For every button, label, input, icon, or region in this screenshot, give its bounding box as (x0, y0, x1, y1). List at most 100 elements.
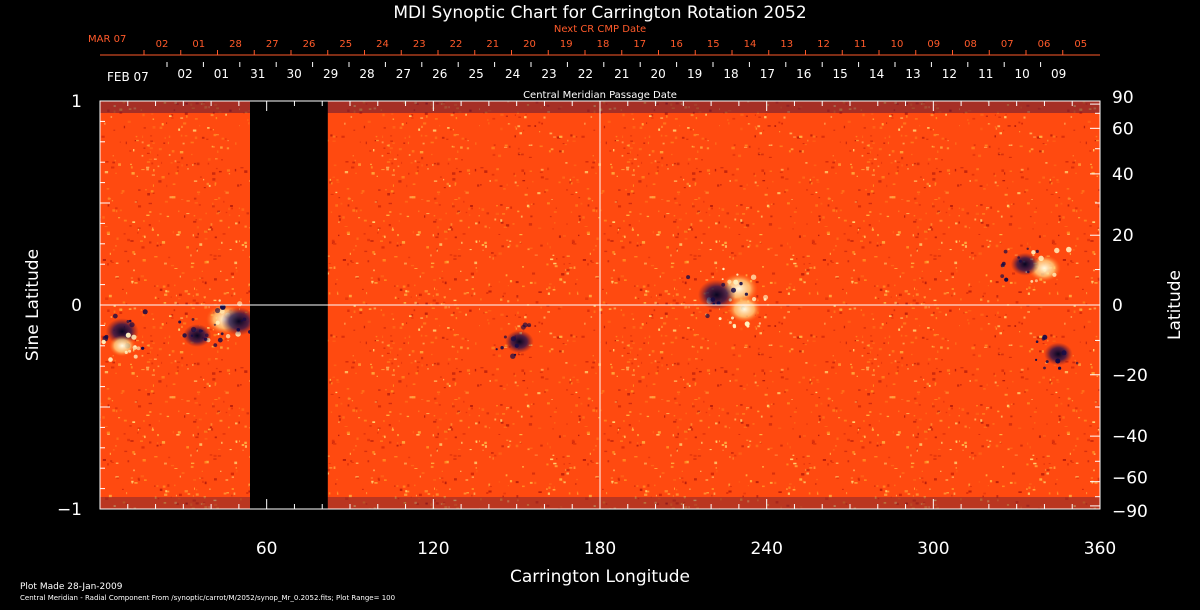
next-cr-label: Next CR CMP Date (554, 24, 646, 35)
cmp-date-label: 02 (177, 67, 192, 81)
y-axis-left-label: Sine Latitude (23, 249, 43, 361)
dark-speckle (510, 353, 516, 359)
x-axis-label: Carrington Longitude (510, 567, 690, 587)
dark-speckle (721, 282, 726, 287)
cmp-date-label: 15 (833, 67, 848, 81)
next-cr-date-label: 06 (1038, 39, 1051, 50)
dark-speckle (240, 319, 243, 322)
cmp-date-label: 14 (869, 67, 884, 81)
dark-speckle (178, 320, 182, 324)
y-right-tick-label: −20 (1112, 366, 1148, 386)
dark-speckle (220, 332, 224, 336)
dark-flux-region (505, 330, 534, 354)
dark-speckle (1061, 350, 1067, 356)
bright-speckle (225, 334, 231, 339)
bright-speckle (237, 301, 243, 307)
cmp-date-label: 28 (359, 67, 374, 81)
dark-speckle (191, 318, 195, 321)
dark-speckle (514, 343, 519, 348)
dark-speckle (500, 346, 504, 350)
dark-speckle (1035, 358, 1038, 361)
next-cr-axis: Next CR CMP Date MAR 07 02 01 28 27 26 25 24 23… (88, 24, 1100, 56)
dark-flux-region (221, 307, 257, 336)
y-right-tick-label: −60 (1112, 469, 1148, 489)
dark-speckle (686, 275, 691, 280)
bright-speckle (136, 346, 141, 351)
dark-speckle (205, 333, 209, 338)
dark-speckle (129, 322, 135, 328)
dark-speckle (1045, 360, 1049, 364)
x-tick-label: 120 (417, 539, 449, 559)
cmp-date-label: 22 (578, 67, 593, 81)
dark-speckle (1026, 247, 1029, 250)
dark-speckle (1003, 249, 1008, 254)
next-cr-date-label: 17 (633, 39, 646, 50)
bright-flux-region (727, 295, 761, 323)
bright-speckle (133, 354, 138, 359)
bright-speckle (1043, 268, 1047, 272)
next-cr-date-label: 11 (854, 39, 867, 50)
next-cr-date-label: 01 (192, 39, 205, 50)
bright-speckle (219, 308, 225, 314)
bright-speckle (1034, 279, 1038, 283)
bright-speckle (108, 357, 113, 362)
bright-speckle (727, 279, 732, 284)
y-right-tick-label: 20 (1112, 226, 1134, 246)
bright-speckle (733, 279, 739, 285)
bright-speckle (101, 339, 106, 345)
bright-speckle (134, 345, 137, 348)
cmp-date-label: 12 (942, 67, 957, 81)
dark-speckle (744, 292, 749, 296)
dark-speckle (242, 317, 247, 322)
dark-speckle (190, 334, 194, 337)
next-cr-month-label: MAR 07 (88, 34, 126, 45)
next-cr-date-label: 05 (1074, 39, 1087, 50)
cmp-label: Central Meridian Passage Date (523, 90, 677, 101)
y-right-tick-label: −90 (1112, 502, 1148, 522)
bright-speckle (721, 278, 724, 281)
dark-speckle (1043, 366, 1046, 370)
cmp-date-label: 16 (796, 67, 811, 81)
bright-speckle (728, 321, 732, 324)
bright-speckle (1030, 280, 1034, 283)
dark-speckle (220, 304, 226, 310)
bright-speckle (128, 349, 132, 353)
cmp-date-label: 10 (1015, 67, 1030, 81)
bright-speckle (752, 297, 757, 302)
dark-flux-region (183, 324, 212, 347)
dark-speckle (1027, 270, 1030, 274)
next-cr-date-label: 25 (339, 39, 352, 50)
cmp-date-label: 30 (287, 67, 302, 81)
cmp-date-label: 21 (614, 67, 629, 81)
cmp-date-label: 23 (541, 67, 556, 81)
bright-speckle (736, 273, 739, 276)
y-left-tick-label: 0 (71, 296, 82, 316)
cmp-month-label: FEB 07 (107, 70, 149, 84)
bright-flux-region (109, 335, 136, 357)
y-right-tick-label: −40 (1112, 427, 1148, 447)
dark-speckle (1035, 249, 1039, 253)
dark-speckle (1058, 366, 1062, 370)
dark-speckle (213, 343, 218, 347)
y-right-tick-label: 90 (1112, 88, 1134, 108)
cmp-date-label: 25 (469, 67, 484, 81)
bright-speckle (124, 350, 128, 354)
dark-speckle (1018, 259, 1022, 263)
cmp-date-label: 20 (651, 67, 666, 81)
dark-speckle (1000, 263, 1005, 268)
dark-speckle (503, 335, 507, 339)
x-tick-label: 240 (750, 539, 782, 559)
dark-flux-region (1044, 342, 1073, 366)
dark-speckle (128, 319, 132, 323)
dark-speckle (1055, 358, 1061, 364)
chart-title: MDI Synoptic Chart for Carrington Rotati… (393, 3, 806, 23)
x-tick-label: 360 (1084, 539, 1116, 559)
bright-speckle (215, 320, 220, 325)
bright-speckle (1038, 255, 1044, 261)
next-cr-date-label: 24 (376, 39, 389, 50)
x-axis: 60 120 180 240 300 360 (127, 101, 1116, 559)
x-tick-label: 60 (256, 539, 278, 559)
dark-speckle (1000, 274, 1005, 278)
next-cr-date-label: 19 (560, 39, 573, 50)
